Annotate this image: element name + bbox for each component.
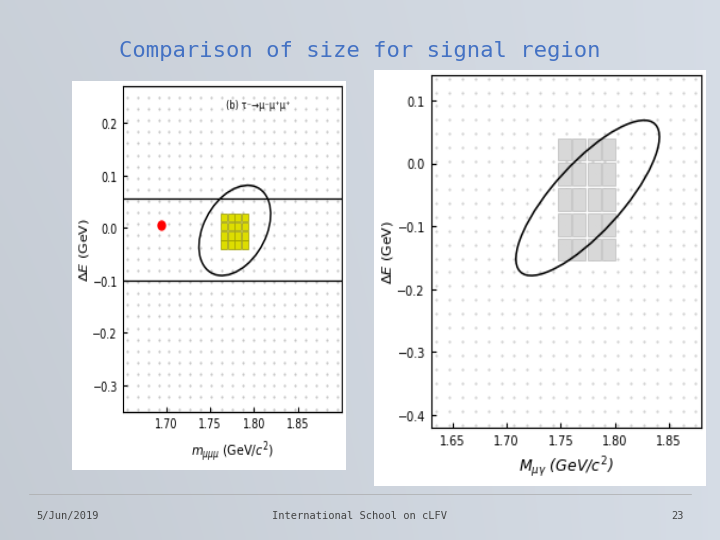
- Text: 5/Jun/2019: 5/Jun/2019: [36, 511, 99, 521]
- Text: International School on cLFV: International School on cLFV: [272, 511, 448, 521]
- Text: 23: 23: [672, 511, 684, 521]
- Text: Comparison of size for signal region: Comparison of size for signal region: [120, 41, 600, 62]
